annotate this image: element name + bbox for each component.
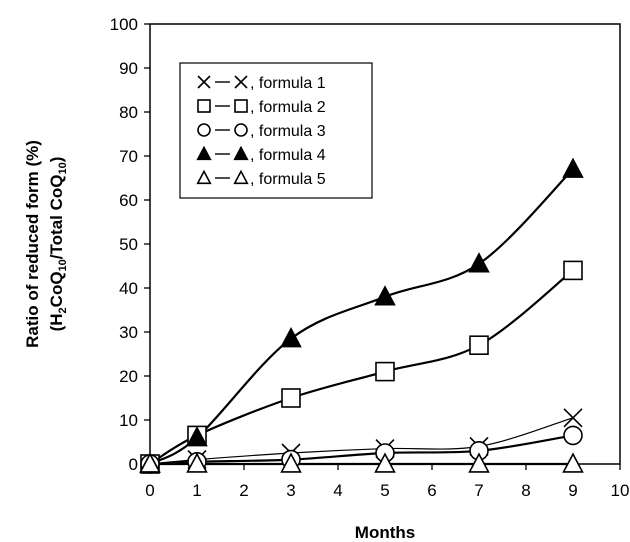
x-tick-label: 1: [192, 481, 201, 500]
y-title-close: ): [47, 157, 66, 163]
y-title-sub2: 10: [57, 259, 69, 271]
legend-entry: , formula 2: [197, 99, 326, 116]
y-tick-label: 20: [119, 367, 138, 386]
legend-marker: [234, 123, 248, 137]
legend: , formula 1 , formula 2 , formula 3 , formu…: [179, 62, 373, 199]
y-axis-title-line1: Ratio of reduced form (%): [23, 140, 42, 348]
y-tick-label: 30: [119, 323, 138, 342]
x-tick-label: 7: [474, 481, 483, 500]
data-point-4: [562, 157, 584, 178]
y-tick-label: 60: [119, 191, 138, 210]
data-point-4: [186, 425, 208, 447]
data-point-3: [563, 425, 583, 446]
y-tick-label: 70: [119, 147, 138, 166]
y-axis-title-line2: (H2CoQ10/Total CoQ10): [47, 157, 69, 332]
data-point-2: [281, 388, 301, 408]
legend-label: , formula 4: [250, 147, 326, 164]
data-point-5: [186, 452, 208, 473]
data-point-1: [563, 408, 583, 428]
legend-marker: [233, 145, 249, 161]
legend-marker: [197, 75, 211, 89]
data-point-4: [280, 326, 302, 348]
legend-marker: [197, 123, 211, 137]
x-tick-label: 8: [521, 481, 530, 500]
legend-marker: [234, 99, 248, 113]
legend-marker: [196, 145, 212, 161]
y-tick-label: 50: [119, 235, 138, 254]
y-tick-label: 10: [119, 411, 138, 430]
series-line-1: [149, 417, 574, 465]
legend-label: , formula 5: [250, 171, 326, 188]
x-tick-label: 6: [427, 481, 436, 500]
data-point-4: [468, 252, 490, 273]
x-tick-label: 10: [611, 481, 630, 500]
legend-marker: [233, 169, 249, 185]
y-tick-label: 100: [110, 15, 138, 34]
x-tick-label: 3: [286, 481, 295, 500]
y-title-mid: CoQ: [47, 271, 66, 307]
legend-entry: , formula 3: [197, 123, 326, 140]
data-point-5: [139, 452, 161, 473]
x-axis-title: Months: [355, 523, 415, 542]
data-point-5: [468, 452, 490, 473]
data-point-5: [562, 452, 584, 473]
legend-label: , formula 3: [250, 123, 326, 140]
x-tick-label: 2: [239, 481, 248, 500]
legend-label: , formula 2: [250, 99, 326, 116]
data-point-4: [374, 285, 396, 306]
legend-marker: [197, 99, 211, 113]
data-point-2: [375, 361, 395, 382]
y-title-sub1: 2: [57, 307, 69, 313]
y-tick-label: 80: [119, 103, 138, 122]
data-point-2: [469, 335, 489, 356]
y-title-mid2: /Total CoQ: [47, 175, 66, 260]
legend-box: [179, 62, 373, 199]
y-tick-label: 0: [129, 455, 138, 474]
legend-entry: , formula 1: [197, 75, 326, 92]
x-tick-label: 0: [145, 481, 154, 500]
legend-marker: [196, 169, 212, 185]
legend-entry: , formula 5: [196, 169, 326, 188]
x-tick-label: 4: [333, 481, 342, 500]
y-tick-label: 40: [119, 279, 138, 298]
data-point-5: [374, 452, 396, 473]
y-axis-title-group: Ratio of reduced form (%) (H2CoQ10/Total…: [23, 140, 69, 348]
y-axis: 0 10 20 30 40 50 60 70 80 90 100: [110, 15, 150, 474]
y-tick-label: 90: [119, 59, 138, 78]
series-line-4: [149, 168, 574, 465]
data-point-5: [280, 452, 302, 473]
series-line-2: [149, 269, 574, 465]
y-title-open: (H: [47, 313, 66, 331]
series-layer: [139, 157, 584, 474]
legend-label: , formula 1: [250, 75, 326, 92]
y-title-sub3: 10: [57, 162, 69, 174]
legend-entry: , formula 4: [196, 145, 326, 164]
data-point-2: [563, 260, 583, 281]
x-tick-label: 5: [380, 481, 389, 500]
legend-marker: [234, 75, 248, 89]
x-tick-label: 9: [568, 481, 577, 500]
